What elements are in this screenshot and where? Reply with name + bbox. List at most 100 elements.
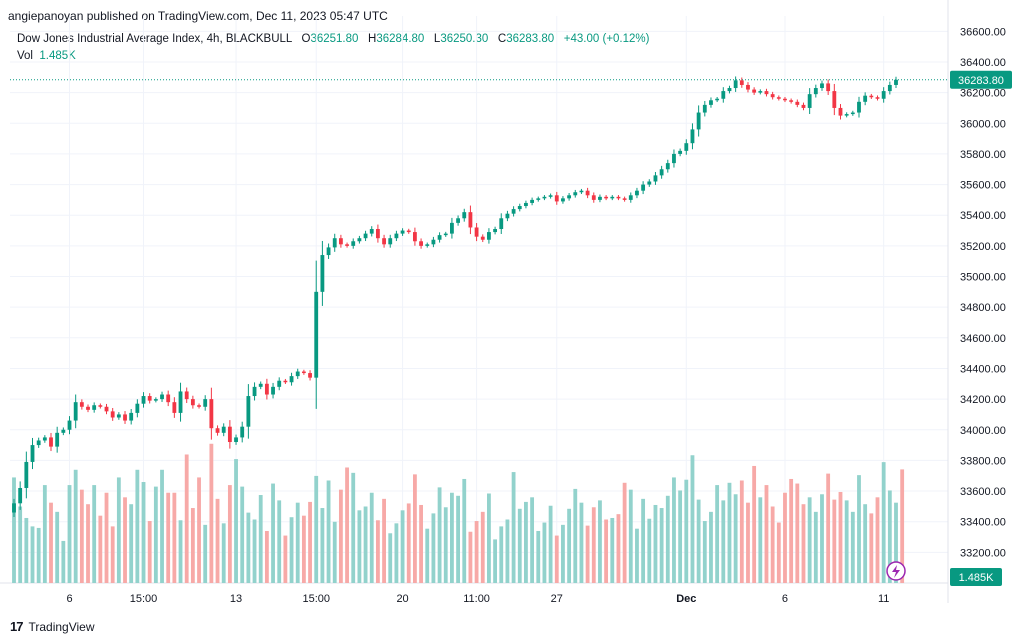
candle-body — [635, 190, 639, 196]
volume-bar — [622, 482, 627, 583]
y-tick-label: 35800.00 — [960, 149, 1006, 161]
published-caption: angiepanoyan published on TradingView.co… — [8, 9, 388, 23]
candle-body — [351, 241, 356, 246]
volume-bar — [468, 531, 473, 583]
candle-body — [116, 414, 121, 418]
candle-body — [813, 88, 818, 95]
volume-bar — [758, 497, 763, 583]
volume-badge-label: 1.485K — [959, 572, 995, 584]
volume-bar — [12, 477, 16, 583]
volume-bar — [770, 506, 775, 583]
open-value: 36251.80 — [310, 33, 359, 45]
volume-badge — [950, 568, 1002, 586]
volume-bar — [406, 503, 411, 583]
volume-bar — [764, 485, 769, 583]
volume-bar — [450, 492, 454, 583]
volume-bar — [345, 467, 349, 583]
candle-body — [357, 238, 362, 242]
volume-legend: Vol 1.485K — [17, 50, 76, 62]
volume-bar — [338, 489, 343, 583]
candle-body — [875, 97, 880, 99]
candle-body — [314, 291, 319, 378]
volume-bar — [295, 502, 300, 583]
volume-bar — [221, 523, 226, 583]
volume-bar — [123, 497, 127, 583]
volume-bar — [684, 479, 689, 583]
volume-bar — [739, 480, 744, 583]
candle-body — [480, 236, 485, 240]
volume-bar — [776, 522, 781, 583]
volume-value: 1.485K — [39, 50, 76, 62]
volume-bar — [36, 527, 41, 583]
volume-bar — [400, 510, 405, 583]
volume-bar — [55, 511, 60, 583]
volume-bar — [678, 490, 683, 583]
volume-bar — [585, 525, 590, 583]
volume-bar — [98, 515, 103, 583]
candle-body — [585, 190, 590, 196]
candle-body — [561, 198, 565, 202]
y-tick-label: 35000.00 — [960, 272, 1006, 284]
x-tick-label: 13 — [230, 593, 242, 605]
candle-body — [493, 229, 498, 233]
candle-body — [246, 396, 251, 427]
candle-body — [616, 196, 621, 199]
candle-body — [215, 428, 220, 433]
volume-bar — [129, 504, 134, 583]
candle-body — [456, 218, 460, 223]
candle-body — [234, 437, 238, 443]
candle-body — [431, 239, 436, 245]
candle-body — [135, 403, 140, 413]
volume-bar — [709, 511, 713, 583]
candle-body — [850, 112, 855, 115]
candle-body — [807, 94, 812, 108]
candle-body — [240, 426, 245, 438]
candle-body — [628, 195, 633, 200]
x-tick-label: 11 — [878, 593, 889, 605]
volume-bar — [61, 540, 66, 583]
candle-body — [764, 91, 769, 95]
candle-body — [530, 199, 535, 203]
candle-body — [499, 218, 504, 230]
y-tick-label: 34200.00 — [960, 394, 1006, 406]
volume-bar — [419, 504, 423, 583]
x-tick-label: 27 — [551, 593, 563, 605]
y-tick-label: 36000.00 — [960, 118, 1006, 130]
candle-body — [308, 373, 312, 378]
volume-bar — [326, 480, 331, 583]
candle-body — [190, 399, 195, 406]
volume-bar — [480, 511, 485, 583]
volume-bar — [542, 522, 547, 583]
volume-bar — [573, 488, 578, 583]
volume-bar — [554, 535, 559, 583]
y-tick-label: 34000.00 — [960, 425, 1006, 437]
candle-body — [79, 402, 84, 407]
candle-body — [42, 437, 47, 441]
volume-bar — [462, 478, 467, 583]
candle-body — [450, 222, 454, 234]
candle-body — [271, 386, 275, 395]
volume-bar — [690, 455, 695, 583]
volume-bar — [783, 492, 787, 583]
candle-body — [375, 229, 380, 239]
y-tick-label: 36400.00 — [960, 57, 1006, 69]
candle-body — [98, 405, 103, 407]
volume-bar — [641, 498, 646, 583]
candle-body — [295, 371, 300, 377]
candle-body — [184, 391, 189, 400]
candle-body — [770, 94, 775, 98]
candle-body — [12, 503, 16, 513]
candle-body — [665, 163, 670, 170]
candle-body — [505, 213, 510, 219]
volume-bar — [456, 495, 460, 583]
candle-body — [820, 83, 824, 89]
volume-bar — [610, 517, 615, 583]
candle-body — [332, 238, 337, 248]
candle-body — [30, 445, 35, 462]
candle-body — [425, 244, 430, 246]
volume-bar — [579, 502, 584, 583]
tradingview-footer: 17 TradingView — [10, 619, 95, 634]
candle-body — [320, 255, 325, 292]
high-label: H — [368, 33, 377, 45]
